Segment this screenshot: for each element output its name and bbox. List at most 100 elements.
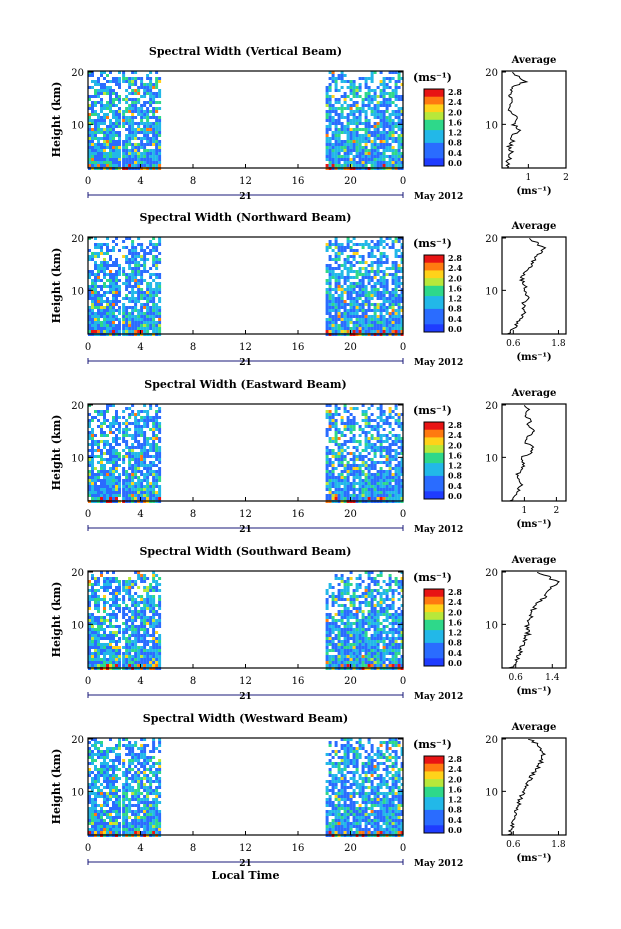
heatmap-cell: [103, 485, 106, 488]
heatmap-cell: [125, 494, 129, 497]
heatmap-cell: [146, 649, 150, 652]
heatmap-cell: [394, 288, 398, 291]
heatmap-cell: [88, 580, 91, 583]
heatmap-cell: [349, 321, 353, 324]
heatmap-cell: [149, 404, 153, 407]
heatmap-cell: [143, 264, 147, 267]
heatmap-cell: [149, 634, 153, 637]
heatmap-cell: [88, 327, 91, 330]
heatmap-cell: [400, 494, 404, 497]
heatmap-cell: [334, 476, 338, 479]
heatmap-cell: [134, 252, 138, 255]
heatmap-cell: [118, 116, 121, 119]
heatmap-cell: [106, 134, 109, 137]
avg-x-tick-label: 1.8: [551, 339, 566, 349]
heatmap-cell: [97, 137, 100, 140]
heatmap-cell: [382, 128, 386, 131]
heatmap-cell: [376, 473, 380, 476]
heatmap-cell: [337, 164, 341, 167]
heatmap-cell: [340, 443, 344, 446]
heatmap-cell: [137, 616, 141, 619]
heatmap-cell: [122, 628, 126, 631]
heatmap-cell: [346, 315, 350, 318]
heatmap-cell: [125, 89, 129, 92]
colorbar-segment: [424, 460, 444, 464]
heatmap-cell: [325, 155, 329, 158]
heatmap-cell: [379, 258, 383, 261]
heatmap-cell: [122, 583, 126, 586]
heatmap-cell: [100, 449, 103, 452]
heatmap-cell: [131, 134, 135, 137]
heatmap-cell: [112, 631, 115, 634]
heatmap-cell: [122, 71, 126, 74]
heatmap-cell: [385, 330, 389, 333]
heatmap-cell: [325, 449, 329, 452]
heatmap-cell: [122, 440, 126, 443]
heatmap-cell: [388, 143, 392, 146]
heatmap-cell: [155, 416, 159, 419]
heatmap-cell: [149, 497, 153, 500]
heatmap-cell: [328, 297, 332, 300]
heatmap-cell: [370, 270, 374, 273]
heatmap-cell: [97, 92, 100, 95]
heatmap-cell: [364, 479, 368, 482]
colorbar-segment: [424, 89, 444, 93]
heatmap-cell: [152, 312, 156, 315]
heatmap-cell: [385, 116, 389, 119]
heatmap-cell: [134, 146, 138, 149]
heatmap-cell: [109, 279, 112, 282]
heatmap-cell: [382, 288, 386, 291]
heatmap-cell: [373, 425, 377, 428]
heatmap-cell: [373, 625, 377, 628]
heatmap-cell: [352, 327, 356, 330]
heatmap-cell: [149, 116, 153, 119]
heatmap-cell: [364, 443, 368, 446]
heatmap-cell: [128, 77, 132, 80]
heatmap-cell: [122, 482, 126, 485]
heatmap-cell: [340, 649, 344, 652]
heatmap-cell: [146, 592, 150, 595]
colorbar-segment: [424, 112, 444, 116]
heatmap-cell: [97, 595, 100, 598]
heatmap-cell: [155, 255, 159, 258]
heatmap-cell: [131, 306, 135, 309]
heatmap-cell: [137, 294, 141, 297]
heatmap-cell: [385, 288, 389, 291]
heatmap-cell: [134, 116, 138, 119]
heatmap-cell: [152, 616, 156, 619]
heatmap-cell: [370, 303, 374, 306]
heatmap-cell: [128, 318, 132, 321]
heatmap-cell: [349, 428, 353, 431]
heatmap-cell: [379, 434, 383, 437]
heatmap-cell: [97, 580, 100, 583]
heatmap-cell: [88, 134, 91, 137]
heatmap-cell: [358, 306, 362, 309]
x-tick-label: 4: [137, 509, 143, 520]
heatmap-cell: [152, 318, 156, 321]
heatmap-cell: [94, 482, 97, 485]
heatmap-cell: [400, 122, 404, 125]
heatmap-cell: [361, 482, 365, 485]
heatmap-cell: [91, 321, 94, 324]
heatmap-cell: [400, 131, 404, 134]
heatmap-cell: [376, 155, 380, 158]
heatmap-cell: [346, 107, 350, 110]
heatmap-cell: [125, 664, 129, 667]
heatmap-cell: [149, 71, 153, 74]
heatmap-cell: [352, 104, 356, 107]
heatmap-cell: [125, 482, 129, 485]
heatmap-cell: [131, 252, 135, 255]
heatmap-cell: [112, 646, 115, 649]
heatmap-cell: [91, 658, 94, 661]
colorbar-segment: [424, 311, 444, 315]
heatmap-cell: [128, 473, 132, 476]
heatmap-cell: [343, 246, 347, 249]
heatmap-cell: [388, 119, 392, 122]
heatmap-cell: [370, 598, 374, 601]
heatmap-cell: [137, 637, 141, 640]
heatmap-cell: [358, 116, 362, 119]
heatmap-cell: [397, 467, 401, 470]
heatmap-cell: [112, 249, 115, 252]
heatmap-cell: [122, 152, 126, 155]
heatmap-cell: [346, 428, 350, 431]
